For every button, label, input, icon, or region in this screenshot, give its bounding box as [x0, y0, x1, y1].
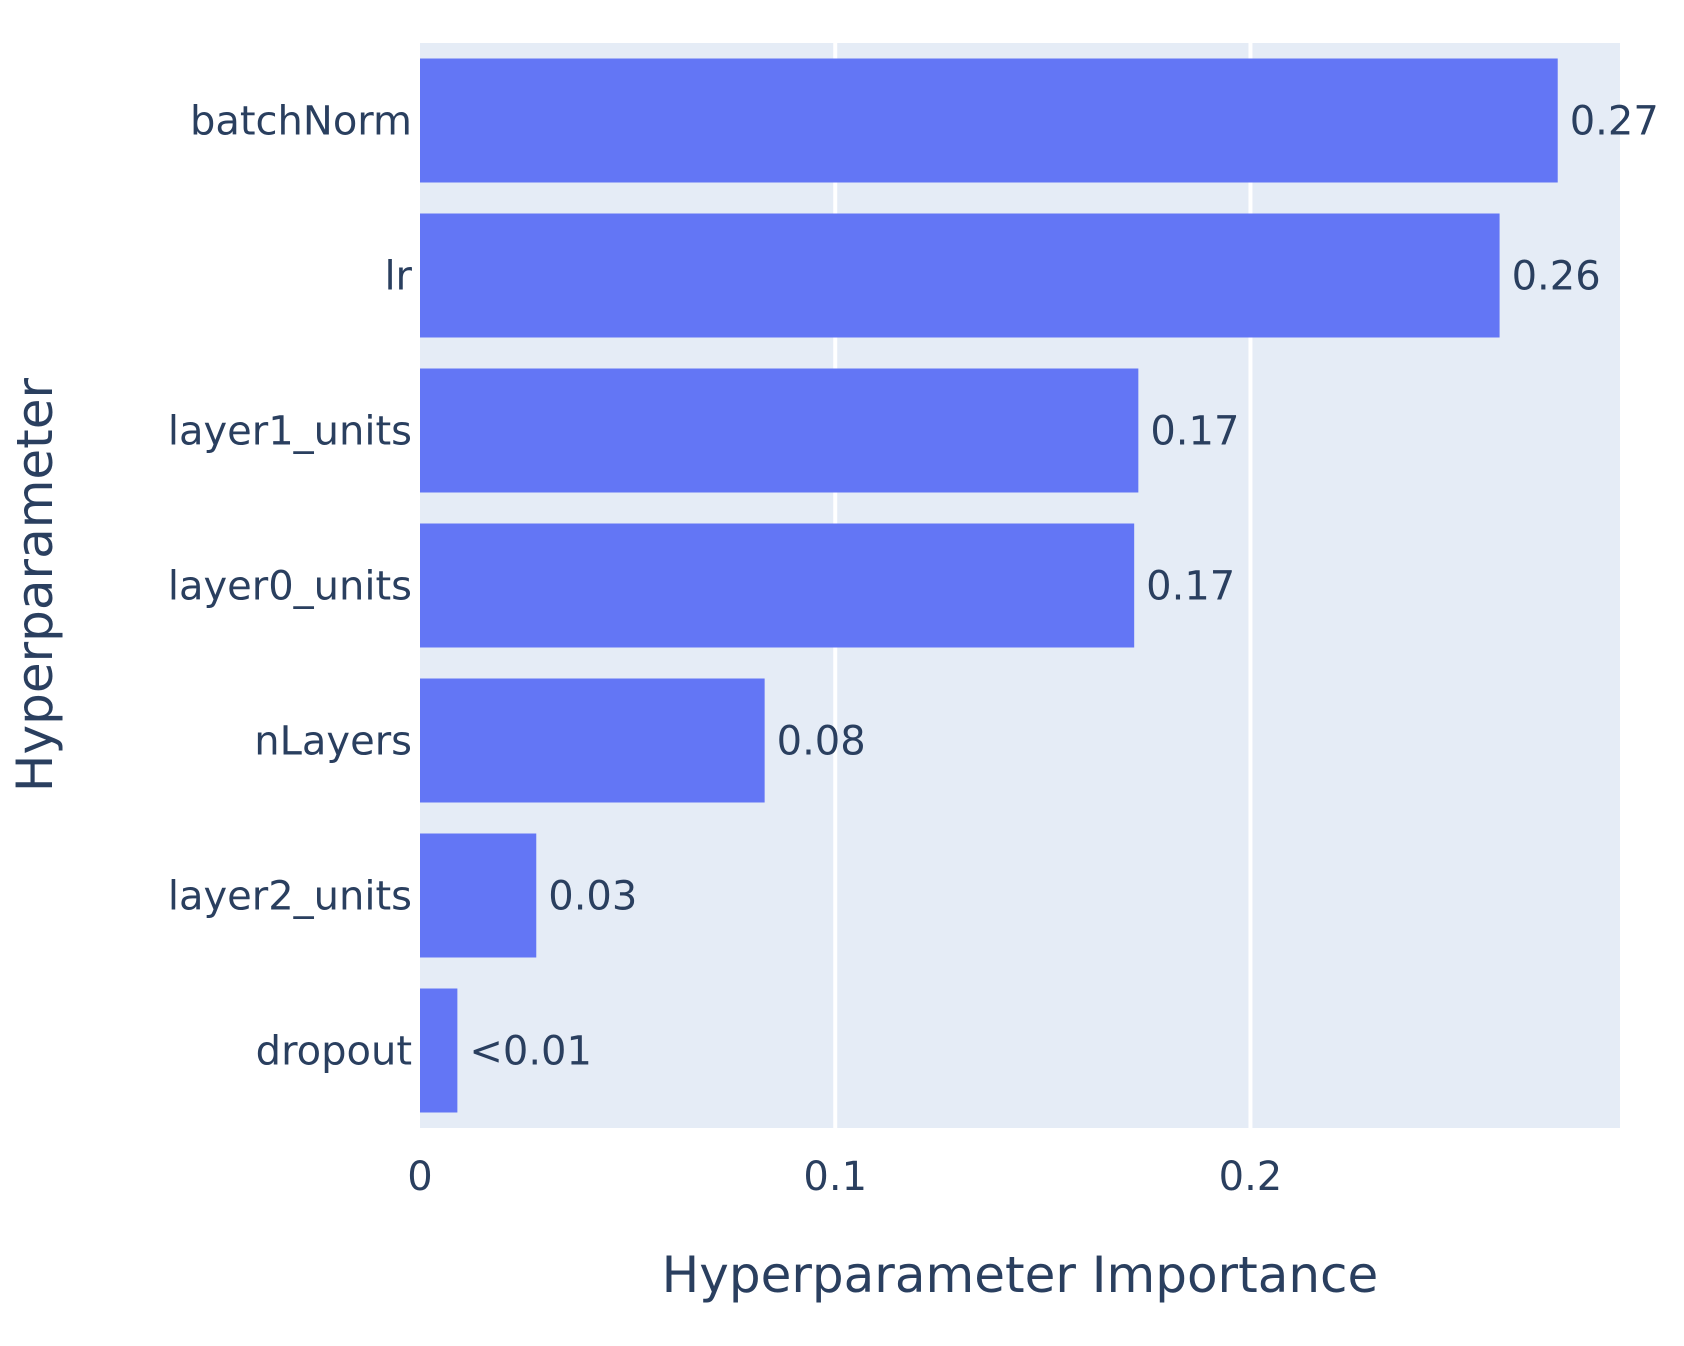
data-labels: 0.27 0.26 0.17 0.17 0.08 0.03 <0.01: [469, 99, 1658, 1075]
y-axis-tick-labels: batchNorm lr layer1_units layer0_units nLaye…: [168, 99, 413, 1075]
bar-value-label: <0.01: [469, 1029, 592, 1075]
bar-value-label: 0.26: [1512, 254, 1601, 300]
y-tick-label: dropout: [256, 1029, 412, 1075]
bars: [420, 58, 1558, 1113]
bar-layer2_units: [420, 833, 537, 958]
y-tick-label: nLayers: [254, 719, 412, 765]
bar-batchNorm: [420, 58, 1558, 183]
bar-value-label: 0.27: [1570, 99, 1659, 145]
x-tick-label: 0: [407, 1154, 432, 1200]
bar-value-label: 0.08: [777, 719, 866, 765]
y-tick-label: batchNorm: [190, 99, 412, 145]
bar-value-label: 0.03: [548, 874, 637, 920]
x-tick-label: 0.2: [1219, 1154, 1283, 1200]
bar-value-label: 0.17: [1146, 564, 1235, 610]
y-tick-label: layer2_units: [168, 874, 412, 920]
bar-value-label: 0.17: [1150, 409, 1239, 455]
bar-nLayers: [420, 678, 765, 803]
bar-lr: [420, 213, 1500, 338]
y-tick-label: layer1_units: [168, 409, 412, 455]
bar-dropout: [420, 988, 458, 1113]
bar-layer0_units: [420, 523, 1135, 648]
x-axis-tick-labels: 0 0.1 0.2: [407, 1154, 1282, 1200]
x-axis-title: Hyperparameter Importance: [662, 1246, 1379, 1304]
y-tick-label: layer0_units: [168, 564, 412, 610]
x-tick-label: 0.1: [803, 1154, 867, 1200]
y-axis-title: Hyperparameter: [6, 377, 64, 792]
bar-layer1_units: [420, 368, 1139, 493]
y-tick-label: lr: [384, 254, 412, 300]
